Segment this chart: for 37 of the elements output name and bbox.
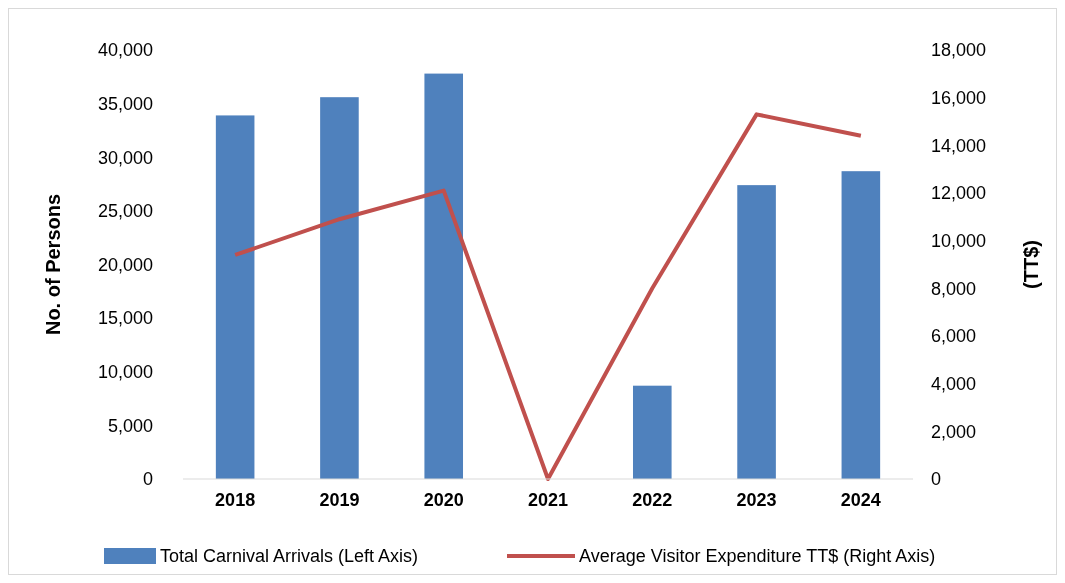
y2-tick-label: 14,000	[931, 135, 987, 156]
y2-tick-label: 18,000	[931, 40, 987, 61]
legend-label: Total Carnival Arrivals (Left Axis)	[160, 546, 419, 567]
x-tick-label: 2024	[840, 490, 881, 510]
legend-label: Average Visitor Expenditure TT$ (Right Axis)	[579, 546, 936, 567]
bar	[841, 171, 881, 479]
y-tick-label: 10,000	[97, 362, 153, 383]
x-tick-label: 2021	[527, 490, 569, 510]
y2-tick-label: 4,000	[931, 373, 977, 394]
y2-tick-label: 6,000	[931, 326, 977, 347]
y-tick-label: 0	[142, 469, 153, 490]
bar	[632, 385, 672, 479]
line-series	[233, 112, 863, 481]
y2-tick-label: 16,000	[931, 87, 987, 108]
y2-tick-label: 2,000	[931, 421, 977, 442]
y2-tick-label: 12,000	[931, 183, 987, 204]
y-tick-label: 5,000	[107, 415, 153, 436]
y2-tick-label: 8,000	[931, 278, 977, 299]
bar	[320, 97, 359, 479]
x-tick-label: 2022	[632, 490, 673, 510]
y-axis-title: No. of Persons	[42, 193, 64, 336]
y-tick-label: 20,000	[97, 254, 153, 275]
bar	[737, 185, 776, 479]
x-tick-label: 2020	[423, 490, 464, 510]
x-tick-label: 2018	[215, 490, 256, 510]
y2-axis-title: (TT$)	[1020, 240, 1042, 289]
y2-tick-label: 0	[931, 469, 942, 490]
x-tick-label: 2023	[736, 490, 777, 510]
y-tick-label: 15,000	[97, 308, 153, 329]
y2-tick-label: 10,000	[931, 230, 987, 251]
y-tick-label: 35,000	[97, 93, 153, 114]
y-tick-label: 40,000	[97, 40, 153, 61]
x-tick-label: 2019	[319, 490, 360, 510]
y-tick-label: 30,000	[97, 147, 153, 168]
bar	[215, 115, 255, 479]
bar	[424, 73, 464, 479]
y-tick-label: 25,000	[97, 201, 153, 222]
